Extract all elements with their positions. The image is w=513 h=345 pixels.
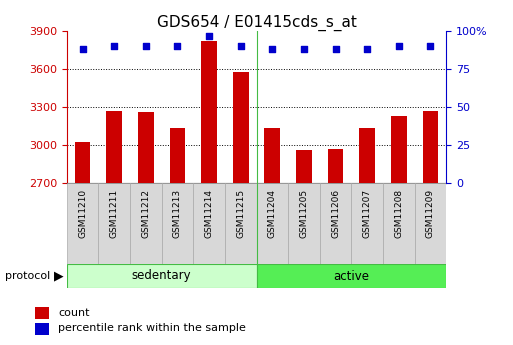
Bar: [201, 41, 217, 183]
Bar: [74, 142, 90, 183]
Text: GSM11209: GSM11209: [426, 189, 435, 238]
Text: GSM11210: GSM11210: [78, 189, 87, 238]
Bar: [130, 183, 162, 264]
Text: GSM11212: GSM11212: [141, 189, 150, 238]
Text: GSM11215: GSM11215: [236, 189, 245, 238]
Text: GSM11207: GSM11207: [363, 189, 372, 238]
Bar: [256, 264, 446, 288]
Bar: [415, 183, 446, 264]
Bar: [233, 71, 249, 183]
Bar: [288, 183, 320, 264]
Bar: [162, 183, 193, 264]
Point: [142, 43, 150, 49]
Text: GSM11213: GSM11213: [173, 189, 182, 238]
Bar: [98, 183, 130, 264]
Text: GSM11214: GSM11214: [205, 189, 213, 238]
Text: GSM11205: GSM11205: [300, 189, 308, 238]
Bar: [423, 111, 439, 183]
Bar: [138, 112, 154, 183]
Text: ▶: ▶: [54, 269, 64, 283]
Bar: [391, 116, 407, 183]
Text: GSM11208: GSM11208: [394, 189, 403, 238]
Bar: [296, 150, 312, 183]
Text: percentile rank within the sample: percentile rank within the sample: [58, 324, 246, 333]
Bar: [320, 183, 351, 264]
Text: protocol: protocol: [5, 271, 50, 281]
Bar: [67, 183, 98, 264]
Point: [205, 33, 213, 38]
Bar: [35, 323, 49, 335]
Bar: [383, 183, 415, 264]
Point: [300, 47, 308, 52]
Point: [173, 43, 182, 49]
Text: active: active: [333, 269, 369, 283]
Bar: [256, 183, 288, 264]
Point: [110, 43, 118, 49]
Bar: [193, 183, 225, 264]
Title: GDS654 / E01415cds_s_at: GDS654 / E01415cds_s_at: [156, 15, 357, 31]
Text: GSM11206: GSM11206: [331, 189, 340, 238]
Point: [394, 43, 403, 49]
Bar: [35, 307, 49, 319]
Bar: [351, 183, 383, 264]
Point: [236, 43, 245, 49]
Text: count: count: [58, 308, 89, 318]
Bar: [169, 128, 185, 183]
Text: sedentary: sedentary: [132, 269, 191, 283]
Bar: [67, 264, 256, 288]
Bar: [359, 128, 375, 183]
Point: [426, 43, 435, 49]
Bar: [264, 128, 280, 183]
Point: [78, 47, 87, 52]
Point: [268, 47, 277, 52]
Text: GSM11211: GSM11211: [110, 189, 119, 238]
Bar: [328, 149, 344, 183]
Point: [363, 47, 371, 52]
Bar: [225, 183, 256, 264]
Text: GSM11204: GSM11204: [268, 189, 277, 238]
Point: [331, 47, 340, 52]
Bar: [106, 111, 122, 183]
